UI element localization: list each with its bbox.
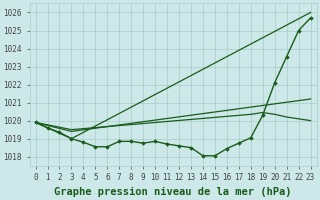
- X-axis label: Graphe pression niveau de la mer (hPa): Graphe pression niveau de la mer (hPa): [54, 186, 292, 197]
